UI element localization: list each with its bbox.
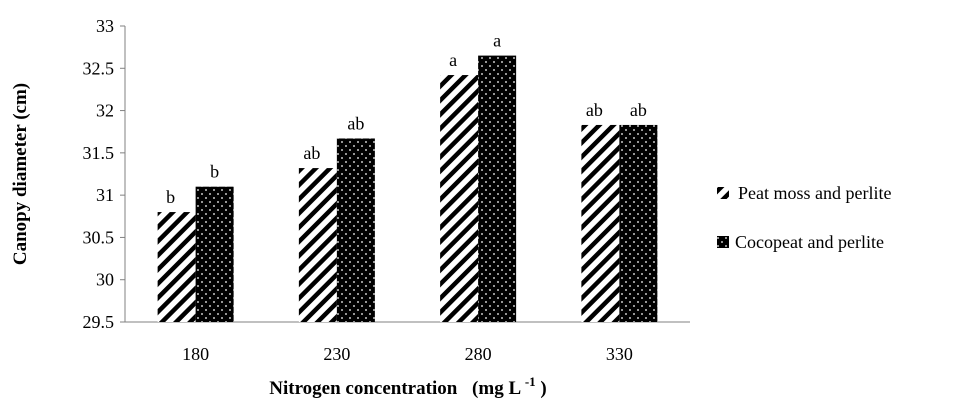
legend-swatch-cocopeat [717, 236, 729, 248]
y-tick-label: 30.5 [83, 227, 115, 247]
y-tick-label: 32 [96, 101, 114, 121]
bar-peat-moss-180 [157, 212, 196, 322]
bar-cocopeat-330 [619, 124, 658, 322]
x-tick-label: 180 [182, 344, 209, 364]
y-ticks: 29.5 30 30.5 31 31.5 32 32.5 33 [83, 16, 125, 332]
bar-cocopeat-230 [336, 138, 375, 322]
x-tick-label: 280 [465, 344, 492, 364]
bar-label-peat-moss-280: a [449, 50, 457, 70]
legend-label-cocopeat: Cocopeat and perlite [735, 232, 884, 252]
x-tick-label: 230 [323, 344, 350, 364]
y-tick-label: 33 [96, 16, 114, 36]
bar-label-cocopeat-230: ab [347, 113, 364, 133]
bar-peat-moss-230 [298, 168, 337, 322]
bar-label-peat-moss-180: b [166, 187, 175, 207]
bar-labels: b b ab ab a a ab ab [166, 31, 647, 207]
bar-label-cocopeat-280: a [493, 31, 501, 51]
bar-label-cocopeat-330: ab [630, 100, 647, 120]
y-tick-label: 31.5 [83, 143, 115, 163]
y-tick-label: 32.5 [83, 58, 115, 78]
legend-swatch-peat-moss [717, 187, 729, 199]
bar-peat-moss-330 [581, 124, 620, 322]
bar-label-peat-moss-230: ab [303, 143, 320, 163]
y-axis-title: Canopy diameter (cm) [10, 83, 31, 265]
bar-label-cocopeat-180: b [210, 162, 219, 182]
y-tick-label: 30 [96, 270, 114, 290]
legend-label-peat-moss: Peat moss and perlite [738, 183, 891, 203]
bar-cocopeat-180 [195, 186, 234, 322]
x-axis-title: Nitrogen concentration (mg L -1 ) [269, 370, 547, 399]
x-axis-title-unit: (mg L [472, 378, 520, 399]
legend: Peat moss and perlite Cocopeat and perli… [717, 183, 891, 252]
bar-cocopeat-280 [478, 55, 517, 322]
x-ticks: 180 230 280 330 [182, 344, 633, 364]
x-axis-title-close: ) [540, 378, 546, 399]
x-axis-title-main: Nitrogen concentration [269, 378, 457, 399]
x-tick-label: 330 [606, 344, 633, 364]
bar-peat-moss-280 [440, 75, 479, 323]
x-axis-title-sup: -1 [525, 374, 536, 389]
bars [157, 55, 658, 323]
bar-label-peat-moss-330: ab [586, 100, 603, 120]
y-tick-label: 31 [96, 185, 114, 205]
y-tick-label: 29.5 [83, 312, 115, 332]
